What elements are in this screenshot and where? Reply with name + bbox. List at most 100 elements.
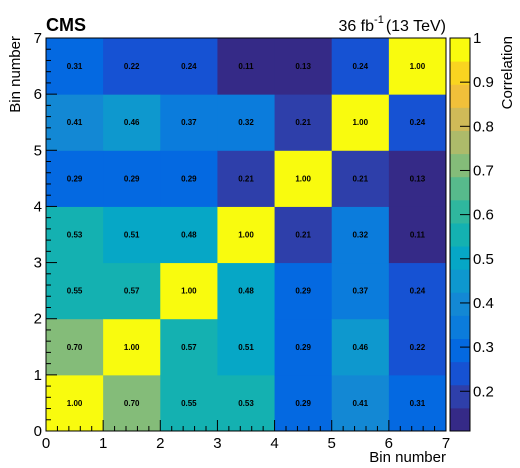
- heatmap-cell: [46, 94, 104, 151]
- cell-value-label: 0.55: [67, 287, 83, 296]
- cell-value-label: 1.00: [295, 174, 311, 183]
- heatmap-cell: [46, 318, 104, 376]
- colorbar-tick-label: 0.7: [473, 162, 494, 179]
- colorbar-tick-label: 0.9: [473, 74, 494, 91]
- x-tick-label: 0: [42, 435, 50, 452]
- heatmap-cell: [217, 374, 276, 432]
- colorbar-band: [450, 130, 470, 155]
- heatmap-cell: [217, 206, 276, 264]
- y-tick-label: 3: [34, 255, 42, 272]
- heatmap-cell: [388, 94, 447, 151]
- cell-value-label: 0.21: [295, 118, 311, 127]
- cell-value-label: 0.53: [67, 231, 83, 240]
- cell-value-label: 0.51: [238, 343, 254, 352]
- heatmap-cell: [46, 206, 104, 264]
- cell-value-label: 0.24: [352, 62, 368, 71]
- cell-value-label: 0.24: [181, 62, 197, 71]
- cell-value-label: 1.00: [352, 118, 368, 127]
- cell-value-label: 0.32: [238, 118, 254, 127]
- heatmap-cell: [160, 206, 218, 264]
- x-tick-label: 1: [99, 435, 107, 452]
- cell-value-label: 0.29: [124, 174, 140, 183]
- cell-value-label: 0.46: [352, 343, 368, 352]
- heatmap-cell: [160, 262, 218, 320]
- cell-value-label: 1.00: [238, 231, 254, 240]
- cell-value-label: 0.48: [181, 231, 197, 240]
- colorbar-tick-label: 1: [473, 30, 481, 47]
- heatmap-cell: [103, 206, 161, 264]
- x-tick-label: 6: [385, 435, 393, 452]
- heatmap-cell: [46, 262, 104, 320]
- heatmap-cell: [274, 38, 333, 95]
- heatmap-cell: [388, 262, 447, 320]
- colorbar-band: [450, 176, 470, 201]
- colorbar-band: [450, 199, 470, 224]
- plot-frame: [45, 37, 447, 432]
- colorbar-tick-label: 0.5: [473, 251, 494, 268]
- cell-value-label: 0.57: [124, 287, 140, 296]
- y-tick-label: 5: [34, 142, 42, 159]
- cell-value-label: 0.22: [124, 62, 140, 71]
- cell-value-label: 0.24: [410, 118, 426, 127]
- colorbar-band: [450, 84, 470, 108]
- colorbar-band: [450, 38, 470, 62]
- cell-value-label: 0.29: [295, 399, 311, 408]
- cell-value-label: 1.00: [181, 287, 197, 296]
- heatmap-cell: [331, 38, 390, 95]
- cell-value-label: 0.57: [181, 343, 197, 352]
- cell-value-label: 0.29: [67, 174, 83, 183]
- heatmap-cell: [160, 150, 218, 207]
- colorbar-band: [450, 384, 470, 409]
- x-tick-label: 2: [156, 435, 164, 452]
- cell-value-label: 0.21: [352, 174, 368, 183]
- cell-value-label: 0.41: [352, 399, 368, 408]
- heatmap-cell: [217, 262, 276, 320]
- x-tick-label: 3: [213, 435, 221, 452]
- heatmap-cell: [103, 318, 161, 376]
- cell-value-label: 0.31: [67, 62, 83, 71]
- heatmap-cell: [331, 374, 390, 432]
- heatmap-cell: [388, 206, 447, 264]
- colorbar-tick-label: 0.3: [473, 339, 494, 356]
- colorbar-tick-label: 0.2: [473, 383, 494, 400]
- colorbar-band: [450, 315, 470, 340]
- cell-value-label: 1.00: [124, 343, 140, 352]
- colorbar-band: [450, 338, 470, 363]
- heatmap-cell: [103, 262, 161, 320]
- colorbar-band: [450, 269, 470, 293]
- heatmap-cell: [217, 94, 276, 151]
- cell-value-label: 0.55: [181, 399, 197, 408]
- heatmap-cell: [160, 374, 218, 432]
- cell-value-label: 0.70: [124, 399, 140, 408]
- y-axis-title: Bin number: [7, 36, 24, 113]
- x-axis: 0 1 2 3 4 5 6 7: [42, 420, 450, 452]
- heatmap-cell: [217, 318, 276, 376]
- cell-value-label: 0.32: [352, 231, 368, 240]
- energy-label: (13 TeV): [386, 18, 446, 35]
- y-tick-label: 4: [34, 198, 42, 215]
- heatmap-cell: [331, 262, 390, 320]
- heatmap-cell: [46, 38, 104, 95]
- colorbar-band: [450, 292, 470, 316]
- experiment-label: CMS: [46, 15, 86, 35]
- heatmap-cell: [46, 374, 104, 432]
- heatmap-cell: [103, 150, 161, 207]
- cell-value-label: 0.24: [410, 287, 426, 296]
- colorbar-band: [450, 246, 470, 270]
- heatmap-cell: [388, 150, 447, 207]
- cell-value-label: 1.00: [67, 399, 83, 408]
- x-axis-title: Bin number: [369, 449, 446, 466]
- cell-value-label: 0.51: [124, 231, 140, 240]
- heatmap-cell: [388, 318, 447, 376]
- heatmap-cell: [46, 150, 104, 207]
- cell-value-label: 0.11: [410, 231, 426, 240]
- cell-value-label: 0.48: [238, 287, 254, 296]
- heatmap-cell: [331, 94, 390, 151]
- cell-value-label: 0.46: [124, 118, 140, 127]
- heatmap-cell: [274, 206, 333, 264]
- colorbar-tick-label: 0.8: [473, 118, 494, 135]
- colorbar-band: [450, 153, 470, 178]
- heatmap-cell: [160, 94, 218, 151]
